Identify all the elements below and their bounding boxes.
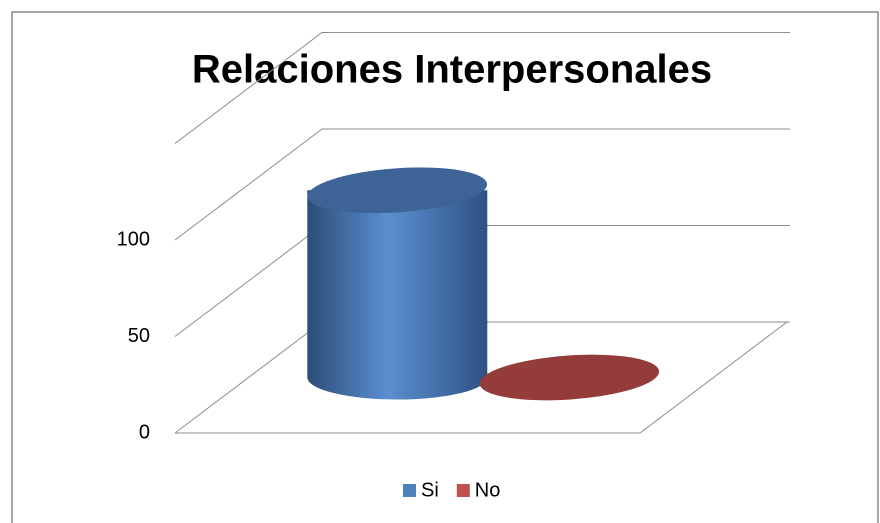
- legend-label: Si: [421, 479, 439, 501]
- chart-title: Relaciones Interpersonales: [192, 48, 712, 92]
- legend-label: No: [475, 479, 501, 501]
- legend-swatch: [403, 484, 416, 497]
- floor-edge: [175, 321, 788, 434]
- cylinder-top: [307, 167, 488, 214]
- y-tick-label: 0: [139, 421, 150, 443]
- legend-swatch: [456, 484, 470, 497]
- y-tick-label: 100: [117, 228, 150, 250]
- wall-edge: [174, 32, 790, 144]
- cylinder-top: [479, 354, 660, 401]
- cylinder-body: [307, 190, 488, 400]
- grid-line: [174, 128, 790, 241]
- y-tick-label: 50: [128, 325, 150, 347]
